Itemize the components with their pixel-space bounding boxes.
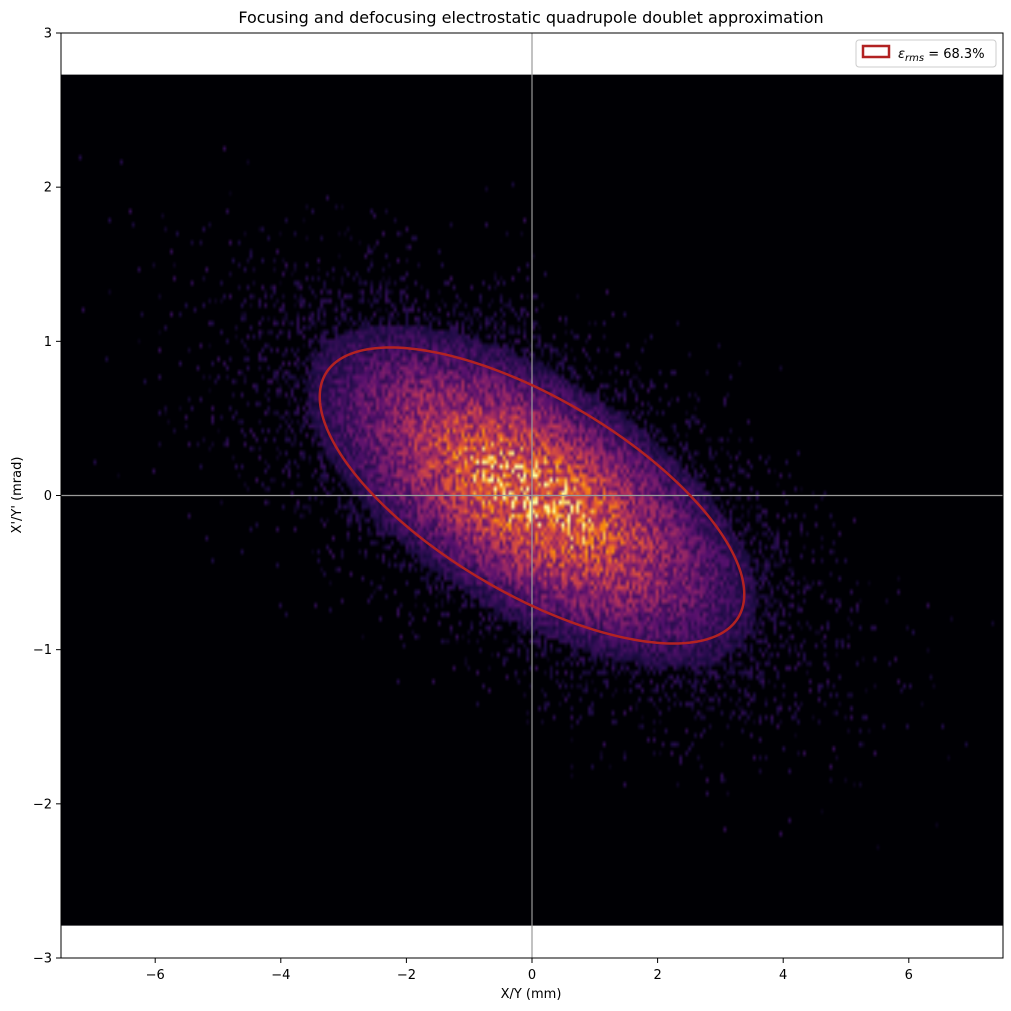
x-axis-label: X/Y (mm) (501, 987, 562, 1002)
crosshair (61, 33, 1003, 958)
y-tick-label: 2 (44, 181, 52, 196)
legend-frame (855, 39, 997, 68)
legend: εrms = 68.3% (855, 39, 997, 68)
legend-value: = 68.3% (924, 47, 984, 62)
legend-subscript: rms (905, 53, 924, 64)
x-tick-label: 4 (779, 968, 787, 983)
y-axis: −3 −2 −1 0 1 2 3 (33, 27, 61, 967)
chart-title: Focusing and defocusing electrostatic qu… (238, 8, 823, 27)
y-tick-label: 3 (44, 27, 52, 42)
y-axis-label: X'/Y' (mrad) (10, 457, 25, 534)
x-tick-label: −2 (397, 968, 416, 983)
legend-epsilon: ε (898, 47, 905, 62)
x-axis: −6 −4 −2 0 2 4 6 (146, 958, 913, 983)
rms-ellipse (318, 346, 746, 645)
x-tick-label: 2 (653, 968, 661, 983)
x-tick-label: 0 (528, 968, 536, 983)
y-tick-label: 0 (44, 489, 52, 504)
y-tick-label: −3 (33, 952, 52, 967)
x-tick-label: 6 (905, 968, 913, 983)
x-tick-label: −4 (271, 968, 290, 983)
legend-swatch (861, 44, 891, 59)
x-tick-label: −6 (146, 968, 165, 983)
y-tick-label: −1 (33, 643, 52, 658)
y-tick-label: −2 (33, 797, 52, 812)
y-tick-label: 1 (44, 335, 52, 350)
legend-entry-label: εrms = 68.3% (898, 47, 985, 64)
